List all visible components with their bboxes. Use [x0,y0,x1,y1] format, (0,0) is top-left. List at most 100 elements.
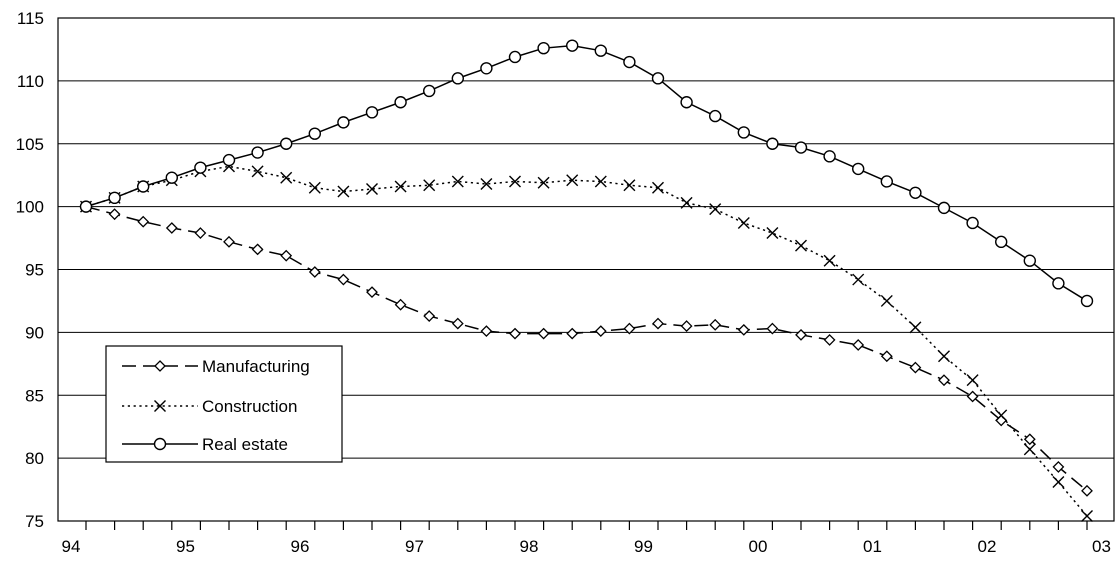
circle-marker [508,50,522,64]
diamond-marker [480,325,493,338]
x-marker [966,374,979,387]
diamond-marker [423,310,436,322]
circle-marker [937,201,951,215]
diamond-marker [966,390,979,403]
legend-item: Construction [122,397,297,416]
circle-marker [880,175,893,188]
legend-label: Real estate [202,435,288,454]
circle-marker [194,161,207,174]
y-axis: 75 80 85 90 95 100 105 110 115 [16,9,44,531]
x-marker [766,227,779,240]
diamond-marker [594,325,607,338]
x-marker [594,175,607,188]
diamond-marker [509,327,521,340]
x-marker [423,179,436,192]
x-tick-label: 99 [634,537,653,556]
x-tick-label: 98 [520,537,539,556]
x-marker [623,179,636,192]
circle-marker [222,153,236,167]
circle-marker [537,41,550,55]
legend-item: Real estate [122,435,288,454]
diamond-marker [652,317,664,330]
x-axis: 94 95 96 97 98 99 00 01 02 03 [62,521,1111,556]
x-marker [337,185,350,198]
x-marker [1081,509,1093,522]
diamond-marker [280,249,293,262]
diamond-marker [108,208,121,221]
x-marker [909,321,922,334]
diamond-marker [680,320,693,333]
diamond-marker [566,327,579,340]
circle-marker [153,437,167,451]
legend-item: Manufacturing [122,357,310,376]
diamond-marker [1052,461,1065,473]
diamond-marker [154,360,166,372]
y-tick-label: 80 [25,449,44,468]
x-marker [251,165,264,178]
x-marker [709,203,722,216]
circle-marker [394,96,407,109]
circle-marker [966,216,979,230]
circle-marker [365,106,379,119]
circle-marker [709,109,722,123]
diamond-marker [537,327,550,340]
x-marker [852,273,865,286]
x-marker [537,176,550,189]
circle-marker [794,141,808,154]
circle-marker [909,186,922,199]
diamond-marker [623,322,636,335]
x-marker [480,177,493,190]
circle-marker [1080,294,1094,308]
diamond-marker [308,266,321,278]
series-line [85,205,1088,492]
y-tick-label: 75 [25,512,44,531]
y-tick-label: 100 [16,198,44,217]
y-tick-label: 95 [25,261,44,280]
diamond-marker [709,318,722,331]
diamond-marker [451,317,464,330]
x-marker [795,239,807,252]
diamond-marker [137,215,150,228]
x-marker [995,409,1008,422]
y-tick-label: 85 [25,386,44,405]
series-line [85,165,1088,517]
legend-label: Construction [202,397,297,416]
series-line [85,44,1088,302]
circle-marker [480,62,493,75]
circle-marker [280,137,293,150]
x-tick-label: 96 [291,537,310,556]
x-tick-label: 02 [978,537,997,556]
diamond-marker [1023,433,1036,446]
diamond-marker [938,374,950,387]
x-marker [880,294,893,307]
x-marker [938,350,950,363]
circle-marker [594,44,607,57]
series-construction [80,160,1093,522]
y-tick-label: 90 [25,323,44,342]
x-tick-label: 97 [405,537,424,556]
series-layer [79,39,1094,522]
diamond-marker [394,298,407,311]
diamond-marker [1081,484,1093,497]
y-tick-label: 115 [17,9,44,28]
circle-marker [423,84,436,98]
x-marker [394,180,407,193]
x-tick-label: 01 [863,537,882,556]
circle-marker [136,180,150,193]
x-tick-label: 95 [176,537,195,556]
x-tick-label: 94 [62,537,81,556]
series-manufacturing [80,200,1093,497]
circle-marker [337,116,350,129]
circle-marker [1052,277,1065,290]
x-marker [154,400,166,412]
diamond-marker [823,334,836,346]
circle-marker [108,191,121,205]
circle-marker [680,96,693,109]
diamond-marker [852,339,865,351]
circle-marker [651,72,665,85]
diamond-marker [366,286,378,299]
x-marker [823,254,836,267]
x-marker [652,181,664,194]
x-tick-label: 00 [749,537,768,556]
